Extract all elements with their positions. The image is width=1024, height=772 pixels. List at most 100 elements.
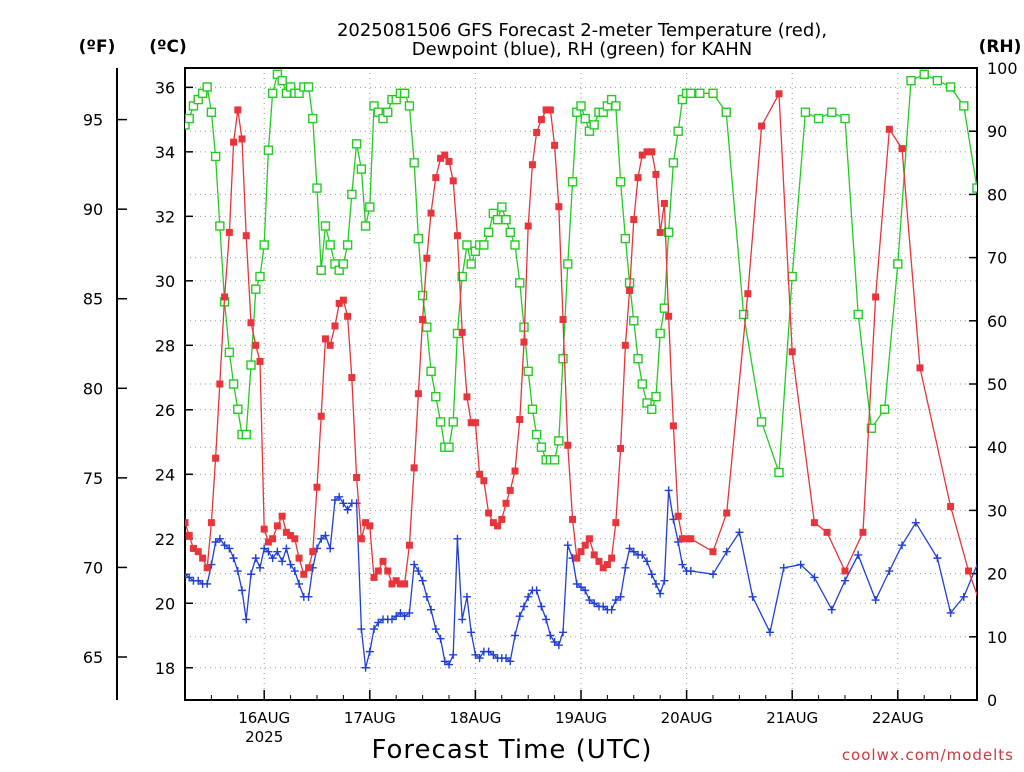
rh-point xyxy=(687,89,695,97)
temperature-point xyxy=(586,535,593,542)
grid-lines xyxy=(185,68,977,700)
data-series xyxy=(181,70,1024,671)
temperature-point xyxy=(776,90,783,97)
temperature-point xyxy=(406,542,413,549)
temperature-point xyxy=(560,316,567,323)
temperature-point xyxy=(476,471,483,478)
dewpoint-point xyxy=(898,541,906,549)
dewpoint-point xyxy=(203,580,211,588)
temperature-point xyxy=(256,358,263,365)
rh-point xyxy=(278,77,286,85)
temperature-point xyxy=(446,158,453,165)
rh-point xyxy=(264,146,272,154)
dewpoint-point xyxy=(287,561,295,569)
dewpoint-point xyxy=(564,541,572,549)
temperature-point xyxy=(626,287,633,294)
rh-point xyxy=(463,241,471,249)
temperature-line xyxy=(185,94,1024,607)
temperature-point xyxy=(480,477,487,484)
rh-point xyxy=(506,228,514,236)
celsius-tick-label: 22 xyxy=(155,530,175,549)
dewpoint-point xyxy=(537,602,545,610)
temperature-point xyxy=(595,558,602,565)
temperature-point xyxy=(547,106,554,113)
rh-point xyxy=(225,348,233,356)
rh-point xyxy=(321,222,329,230)
fahrenheit-tick-label: 95 xyxy=(83,111,103,130)
temperature-point xyxy=(331,322,338,329)
temperature-point xyxy=(459,329,466,336)
temperature-point xyxy=(582,542,589,549)
celsius-tick-label: 18 xyxy=(155,659,175,678)
celsius-unit-label: (ºC) xyxy=(149,37,187,57)
temperature-point xyxy=(512,468,519,475)
rh-tick-label: 20 xyxy=(987,565,1007,584)
rh-point xyxy=(696,89,704,97)
dewpoint-point xyxy=(723,548,731,556)
rh-point xyxy=(357,165,365,173)
rh-point xyxy=(709,89,717,97)
rh-point xyxy=(559,355,567,363)
rh-point xyxy=(502,216,510,224)
temperature-point xyxy=(789,348,796,355)
temperature-point xyxy=(234,106,241,113)
temperature-point xyxy=(529,161,536,168)
temperature-point xyxy=(916,364,923,371)
dewpoint-point xyxy=(247,570,255,578)
temperature-point xyxy=(401,580,408,587)
day-tick-label: 18AUG xyxy=(449,709,501,727)
rh-point xyxy=(185,115,193,123)
temperature-point xyxy=(221,293,228,300)
rh-point xyxy=(933,77,941,85)
temperature-point xyxy=(239,135,246,142)
temperature-point xyxy=(199,555,206,562)
rh-point xyxy=(947,83,955,91)
rh-point xyxy=(260,241,268,249)
temperature-point xyxy=(710,548,717,555)
rh-point xyxy=(401,89,409,97)
dewpoint-point xyxy=(999,535,1007,543)
temperature-point xyxy=(472,419,479,426)
rh-point xyxy=(498,203,506,211)
temperature-point xyxy=(520,339,527,346)
rh-point xyxy=(612,102,620,110)
temperature-point xyxy=(687,535,694,542)
rh-point xyxy=(511,241,519,249)
dewpoint-point xyxy=(463,593,471,601)
day-tick-label: 16AUG xyxy=(238,709,290,727)
rh-point xyxy=(516,279,524,287)
rh-point xyxy=(722,108,730,116)
temperature-point xyxy=(300,571,307,578)
rh-point xyxy=(660,304,668,312)
day-tick-label: 17AUG xyxy=(344,709,396,727)
rh-point xyxy=(634,355,642,363)
temperature-point xyxy=(226,229,233,236)
dewpoint-point xyxy=(542,615,550,623)
dewpoint-point xyxy=(467,628,475,636)
temperature-point xyxy=(758,123,765,130)
dewpoint-point xyxy=(841,577,849,585)
dewpoint-point xyxy=(780,564,788,572)
temperature-point xyxy=(507,487,514,494)
dewpoint-point xyxy=(410,561,418,569)
credit-link[interactable]: coolwx.com/modelts xyxy=(842,746,1014,764)
rh-point xyxy=(907,77,915,85)
rh-point xyxy=(674,127,682,135)
rh-point xyxy=(432,393,440,401)
rh-point xyxy=(467,260,475,268)
dewpoint-point xyxy=(242,615,250,623)
temperature-point xyxy=(617,445,624,452)
temperature-point xyxy=(371,574,378,581)
dewpoint-point xyxy=(608,606,616,614)
rh-tick-label: 0 xyxy=(987,691,997,710)
temperature-point xyxy=(886,126,893,133)
rh-point xyxy=(317,266,325,274)
rh-point xyxy=(537,443,545,451)
rh-point xyxy=(656,329,664,337)
day-tick-label: 22AUG xyxy=(872,709,924,727)
temperature-point xyxy=(635,174,642,181)
rh-point xyxy=(410,159,418,167)
dewpoint-point xyxy=(511,632,519,640)
rh-point xyxy=(841,115,849,123)
rh-point xyxy=(577,102,585,110)
